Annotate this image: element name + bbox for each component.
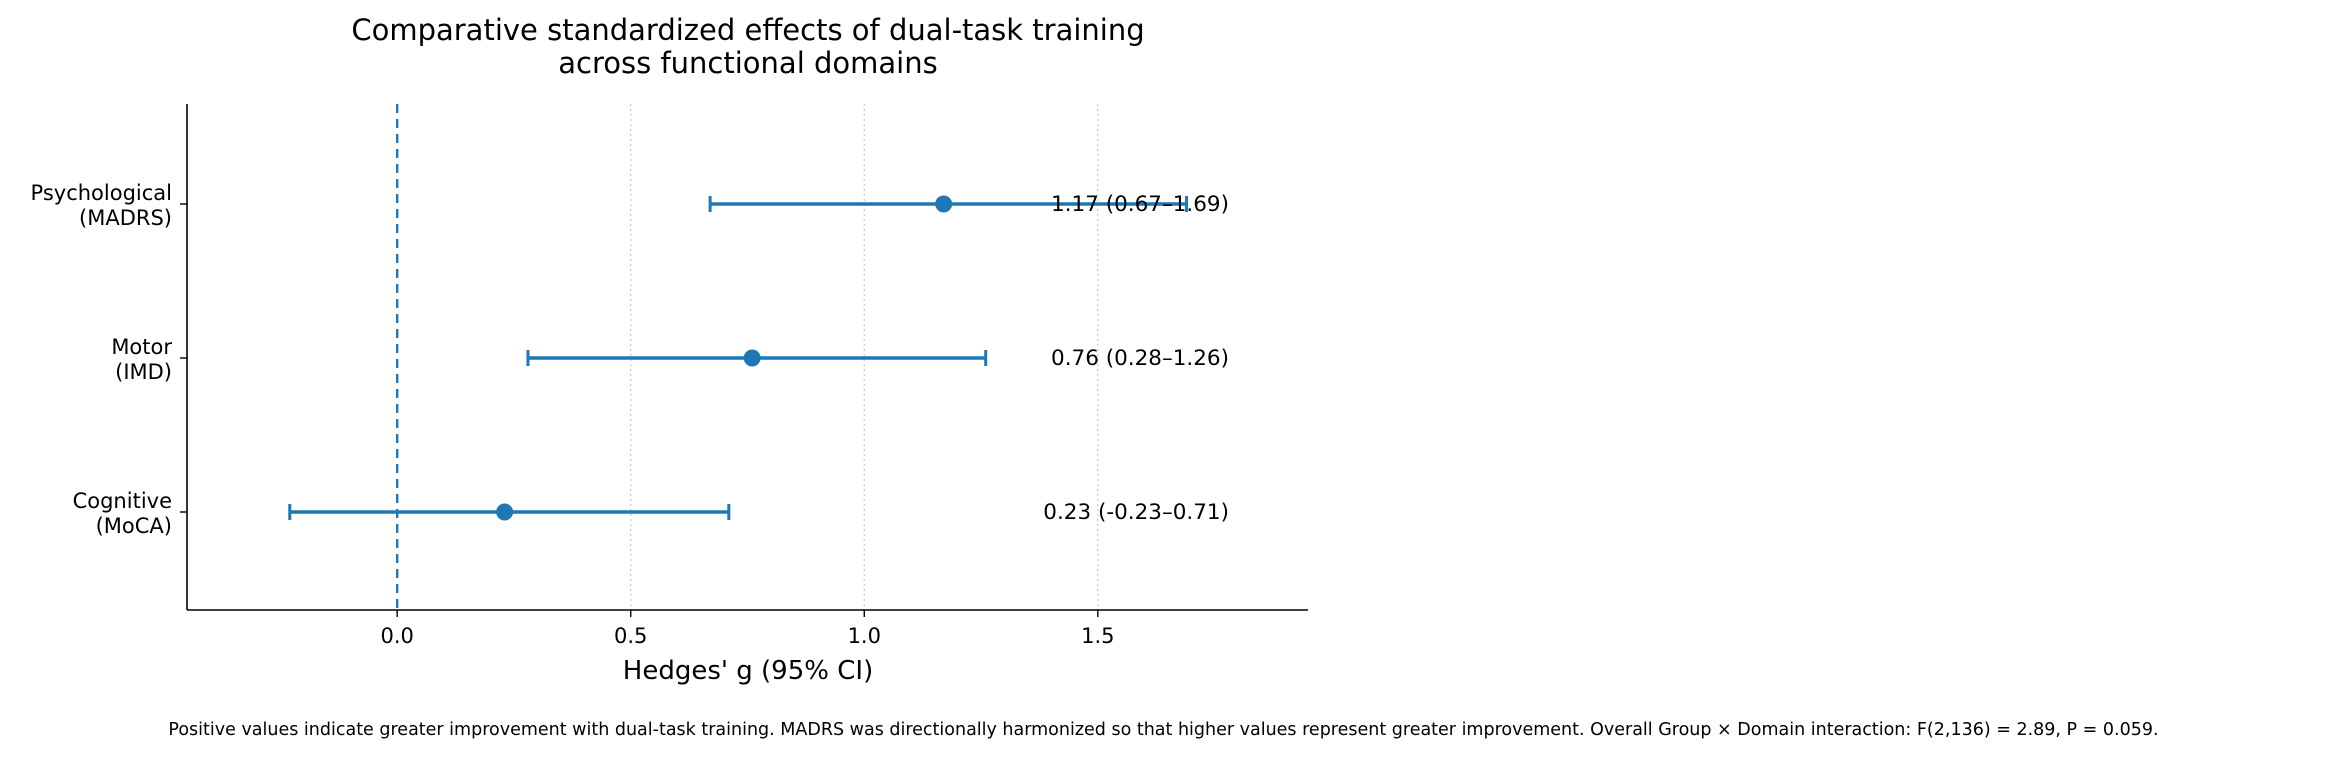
y-tick-label-0-line-1: Psychological bbox=[31, 181, 172, 205]
effect-annotation-2: 0.23 (-0.23–0.71) bbox=[1043, 500, 1229, 525]
y-tick-label-1-line-2: (IMD) bbox=[115, 360, 172, 384]
y-tick-label-0-line-2: (MADRS) bbox=[79, 206, 172, 230]
x-tick-label-2: 1.0 bbox=[848, 624, 881, 648]
effect-annotation-1: 0.76 (0.28–1.26) bbox=[1051, 346, 1229, 371]
chart-title-line-1: Comparative standardized effects of dual… bbox=[351, 13, 1144, 47]
forest-plot: Comparative standardized effects of dual… bbox=[31, 13, 1308, 686]
x-tick-label-3: 1.5 bbox=[1081, 624, 1114, 648]
point-estimate-0 bbox=[935, 195, 953, 213]
grid bbox=[630, 104, 1099, 610]
data-marks: 1.17 (0.67–1.69) 0.76 (0.28–1.26) 0.23 (-0… bbox=[288, 192, 1229, 525]
x-axis-label: Hedges' g (95% CI) bbox=[623, 656, 873, 686]
y-tick-label-1-line-1: Motor bbox=[111, 335, 172, 359]
y-tick-label-2-line-2: (MoCA) bbox=[96, 514, 172, 538]
y-tick-label-2-line-1: Cognitive bbox=[73, 489, 172, 513]
chart-title-line-2: across functional domains bbox=[558, 46, 937, 80]
point-estimate-1 bbox=[743, 349, 761, 367]
x-tick-label-1: 0.5 bbox=[614, 624, 647, 648]
x-tick-label-0: 0.0 bbox=[380, 624, 413, 648]
point-estimate-2 bbox=[496, 503, 514, 521]
axes: 0.0 0.5 1.0 1.5 Psychological(MADRS) Motor(IM… bbox=[31, 104, 1308, 648]
effect-annotation-0: 1.17 (0.67–1.69) bbox=[1051, 192, 1229, 217]
chart-caption: Positive values indicate greater improve… bbox=[168, 720, 2159, 740]
